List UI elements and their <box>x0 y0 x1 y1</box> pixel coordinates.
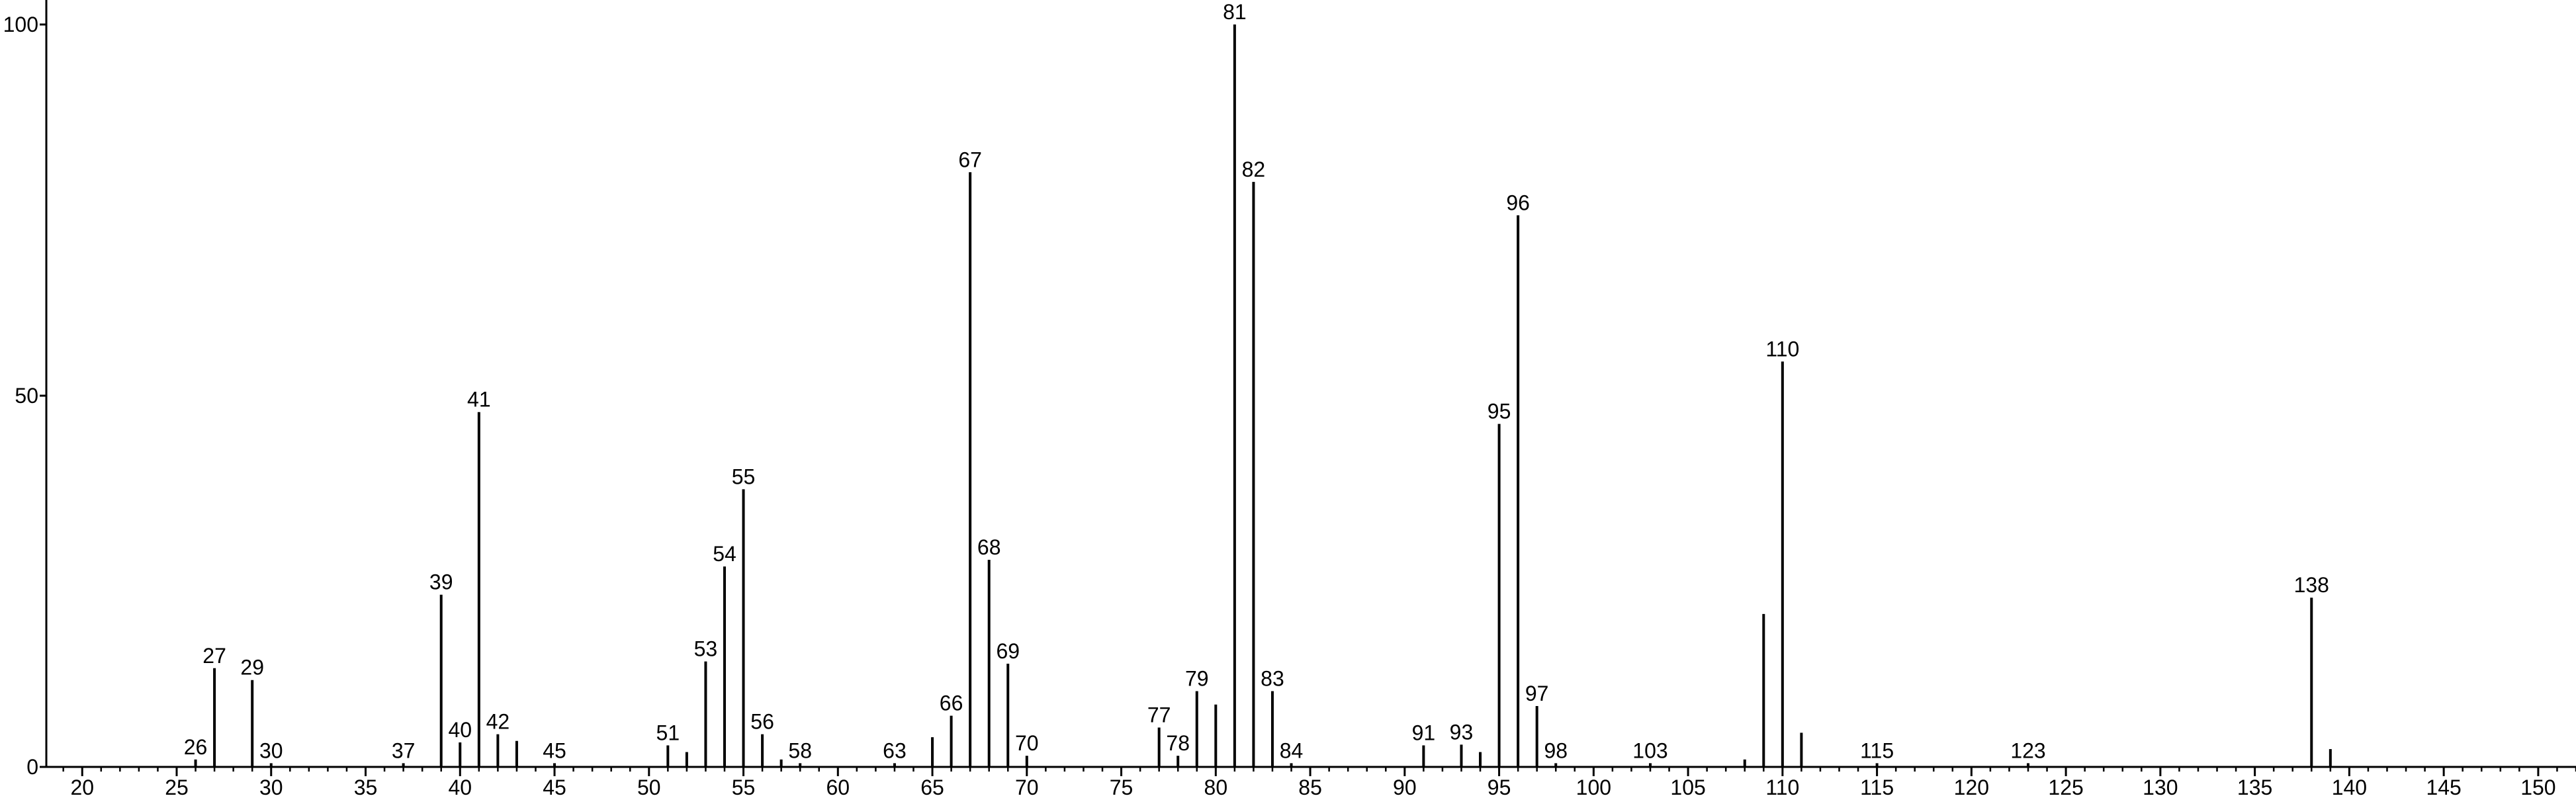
x-tick-label: 130 <box>2143 776 2178 799</box>
x-tick-label: 135 <box>2237 776 2272 799</box>
x-tick-label: 120 <box>1954 776 1989 799</box>
peak-label: 68 <box>977 535 1001 559</box>
peak-label: 30 <box>259 738 283 762</box>
y-tick-label: 0 <box>26 755 38 779</box>
peak-label: 78 <box>1166 731 1190 755</box>
peak-label: 42 <box>486 710 510 734</box>
peak-label: 56 <box>750 710 774 734</box>
peak-label: 97 <box>1525 682 1549 705</box>
peak-label: 39 <box>429 570 453 594</box>
x-tick-label: 50 <box>637 776 661 799</box>
peak-label: 77 <box>1147 703 1171 727</box>
x-tick-label: 140 <box>2332 776 2367 799</box>
peak-label: 82 <box>1242 157 1266 181</box>
peak-label: 54 <box>713 542 736 566</box>
x-tick-label: 145 <box>2426 776 2461 799</box>
peak-label: 41 <box>467 388 491 412</box>
x-tick-label: 125 <box>2048 776 2083 799</box>
peak-label: 53 <box>694 637 718 661</box>
x-tick-label: 45 <box>543 776 566 799</box>
peak-label: 93 <box>1450 720 1474 744</box>
x-tick-label: 60 <box>826 776 850 799</box>
peak-label: 51 <box>656 721 680 744</box>
peak-label: 98 <box>1544 738 1568 762</box>
peak-label: 123 <box>2010 738 2045 762</box>
peak-label: 45 <box>543 738 566 762</box>
peak-label: 70 <box>1015 731 1039 755</box>
x-tick-label: 65 <box>920 776 944 799</box>
peak-label: 63 <box>883 738 907 762</box>
x-tick-label: 25 <box>165 776 189 799</box>
y-tick-label: 100 <box>3 13 38 36</box>
x-tick-label: 150 <box>2520 776 2555 799</box>
peak-label: 95 <box>1488 400 1511 423</box>
x-tick-label: 105 <box>1670 776 1705 799</box>
x-tick-label: 70 <box>1015 776 1039 799</box>
peak-label: 69 <box>996 639 1020 663</box>
x-tick-label: 90 <box>1393 776 1417 799</box>
x-tick-label: 115 <box>1860 776 1894 799</box>
peak-label: 84 <box>1280 738 1304 762</box>
peak-label: 115 <box>1860 738 1894 762</box>
peak-label: 103 <box>1632 738 1667 762</box>
x-tick-label: 95 <box>1488 776 1511 799</box>
x-tick-label: 40 <box>448 776 472 799</box>
x-tick-label: 80 <box>1204 776 1228 799</box>
peak-label: 81 <box>1223 0 1247 24</box>
x-tick-label: 100 <box>1576 776 1611 799</box>
peak-label: 91 <box>1412 721 1436 744</box>
peak-label: 40 <box>448 718 472 742</box>
x-tick-label: 35 <box>354 776 378 799</box>
peak-label: 29 <box>240 656 264 680</box>
x-tick-label: 85 <box>1298 776 1322 799</box>
peak-label: 55 <box>732 465 756 488</box>
x-tick-label: 55 <box>732 776 756 799</box>
peak-label: 110 <box>1765 337 1799 361</box>
y-tick-label: 50 <box>15 384 38 408</box>
peak-label: 79 <box>1185 667 1209 691</box>
peak-label: 83 <box>1261 667 1284 691</box>
peak-label: 27 <box>202 644 226 668</box>
x-tick-label: 20 <box>70 776 94 799</box>
peak-label: 67 <box>958 148 982 171</box>
peak-label: 66 <box>940 691 963 715</box>
peak-label: 138 <box>2294 573 2329 597</box>
x-tick-label: 75 <box>1110 776 1133 799</box>
peak-label: 58 <box>788 738 812 762</box>
peak-label: 37 <box>392 738 416 762</box>
x-tick-label: 30 <box>259 776 283 799</box>
peak-label: 26 <box>184 735 208 759</box>
x-tick-label: 110 <box>1765 776 1799 799</box>
peak-label: 96 <box>1506 191 1530 214</box>
